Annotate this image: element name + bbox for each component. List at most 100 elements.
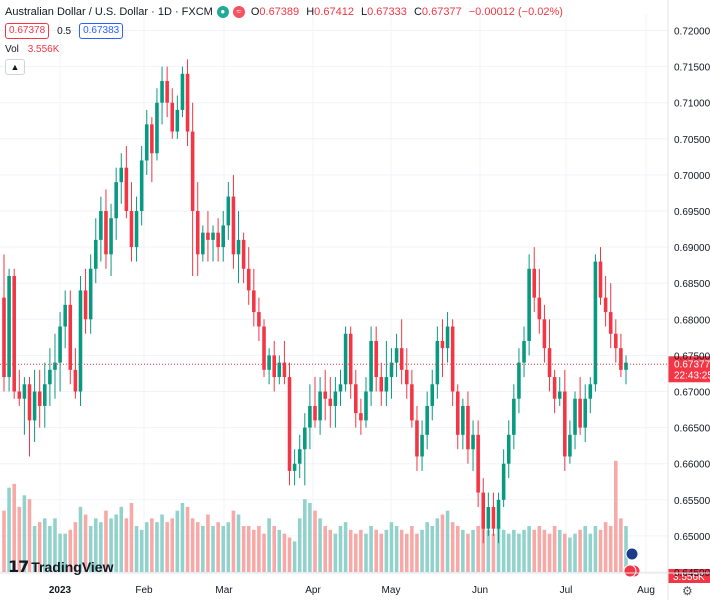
- volume-bar: [568, 537, 572, 572]
- volume-bar: [282, 533, 287, 572]
- candle: [88, 268, 93, 320]
- volume-bar: [88, 526, 93, 572]
- last-price-label-bg: [668, 356, 710, 383]
- volume-bar: [201, 526, 205, 572]
- volume-value: 3.556K: [27, 44, 60, 55]
- candle: [486, 507, 491, 529]
- volume-bar: [435, 518, 440, 572]
- grid: [0, 14, 668, 573]
- candle: [129, 211, 134, 248]
- symbol-title[interactable]: Australian Dollar / U.S. Dollar · 1D · F…: [5, 6, 213, 18]
- volume-bar: [216, 522, 220, 572]
- candle: [608, 312, 613, 334]
- volume-bar: [190, 518, 195, 572]
- volume-bar: [68, 529, 73, 572]
- collapse-legend-button[interactable]: ▲: [5, 59, 25, 75]
- volume-bar: [58, 533, 62, 572]
- volume-bar: [48, 526, 52, 572]
- y-tick-label: 0.71000: [674, 99, 710, 110]
- candle: [190, 131, 195, 211]
- candle: [201, 232, 205, 255]
- candle: [517, 362, 521, 399]
- candle: [303, 427, 307, 450]
- volume-bar: [104, 510, 108, 572]
- volume-bar: [308, 503, 312, 572]
- volume-bar: [257, 526, 261, 572]
- candle: [93, 239, 98, 269]
- volume-bar: [139, 529, 144, 572]
- candle: [425, 405, 429, 435]
- volume-bar: [410, 526, 414, 572]
- candle: [501, 463, 506, 500]
- candle: [272, 355, 276, 378]
- x-tick-label: Jun: [472, 585, 488, 596]
- volume-label[interactable]: Vol: [5, 44, 19, 55]
- tradingview-logo[interactable]: 𝟭𝟳 TradingView: [8, 557, 113, 577]
- volume-bar: [195, 522, 200, 572]
- data-flags-icon[interactable]: ≈: [232, 6, 245, 18]
- sell-button[interactable]: 0.67378: [5, 23, 50, 39]
- volume-bar: [532, 529, 537, 572]
- candle: [267, 355, 271, 370]
- candle: [221, 225, 226, 248]
- chevron-up-icon: ▲: [10, 62, 20, 72]
- candles: [2, 59, 628, 544]
- volume-bar: [399, 529, 404, 572]
- candle: [379, 377, 384, 392]
- volume-bar: [369, 526, 373, 572]
- volume-bar: [557, 529, 562, 572]
- volume-bar: [512, 529, 516, 572]
- volume-bar: [338, 526, 343, 572]
- candle: [603, 297, 608, 313]
- candle: [420, 434, 424, 457]
- candle: [445, 326, 450, 349]
- candle: [435, 340, 440, 385]
- candle: [104, 211, 108, 255]
- volume-bar: [32, 526, 37, 572]
- volume-bar: [22, 495, 27, 572]
- volume-bar: [593, 526, 598, 572]
- candle: [583, 398, 587, 428]
- candle: [455, 391, 460, 435]
- candle: [399, 348, 404, 370]
- volume-bar: [231, 510, 236, 572]
- candle: [471, 434, 475, 450]
- x-tick-label: Mar: [215, 585, 233, 596]
- volume-bar: [455, 526, 460, 572]
- candle: [450, 326, 455, 392]
- gear-icon[interactable]: ⚙: [682, 584, 693, 598]
- ohlc-values: O0.67389 H0.67412 L0.67333 C0.67377 −0.0…: [250, 6, 563, 18]
- volume-bar: [272, 526, 276, 572]
- candle: [257, 312, 261, 327]
- y-tick-label: 0.68500: [674, 279, 710, 290]
- candle: [12, 275, 16, 392]
- event-marker-icon: [623, 564, 637, 578]
- candle: [389, 362, 394, 378]
- y-tick-label: 0.66000: [674, 460, 710, 471]
- volume-bar: [517, 533, 521, 572]
- candle: [27, 384, 32, 421]
- candle: [170, 102, 175, 132]
- candle: [394, 348, 399, 363]
- x-tick-label: Jul: [560, 585, 573, 596]
- volume-bar: [313, 510, 317, 572]
- candle: [292, 463, 297, 471]
- candle: [481, 492, 486, 529]
- buy-button[interactable]: 0.67383: [79, 23, 124, 39]
- candle: [364, 391, 368, 421]
- volume-bar: [287, 537, 292, 572]
- x-tick-label: Apr: [305, 585, 321, 596]
- brand-name: TradingView: [31, 559, 114, 575]
- volume-bar: [246, 526, 251, 572]
- trade-buttons: 0.67378 0.5 0.67383: [5, 23, 124, 39]
- volume-bar: [109, 518, 113, 572]
- candle: [369, 340, 373, 392]
- volume-bar: [206, 514, 210, 572]
- volume-bar: [323, 526, 327, 572]
- volume-bar: [175, 510, 180, 572]
- candle: [99, 211, 103, 240]
- market-open-icon[interactable]: ●: [216, 6, 229, 18]
- candle: [614, 333, 618, 349]
